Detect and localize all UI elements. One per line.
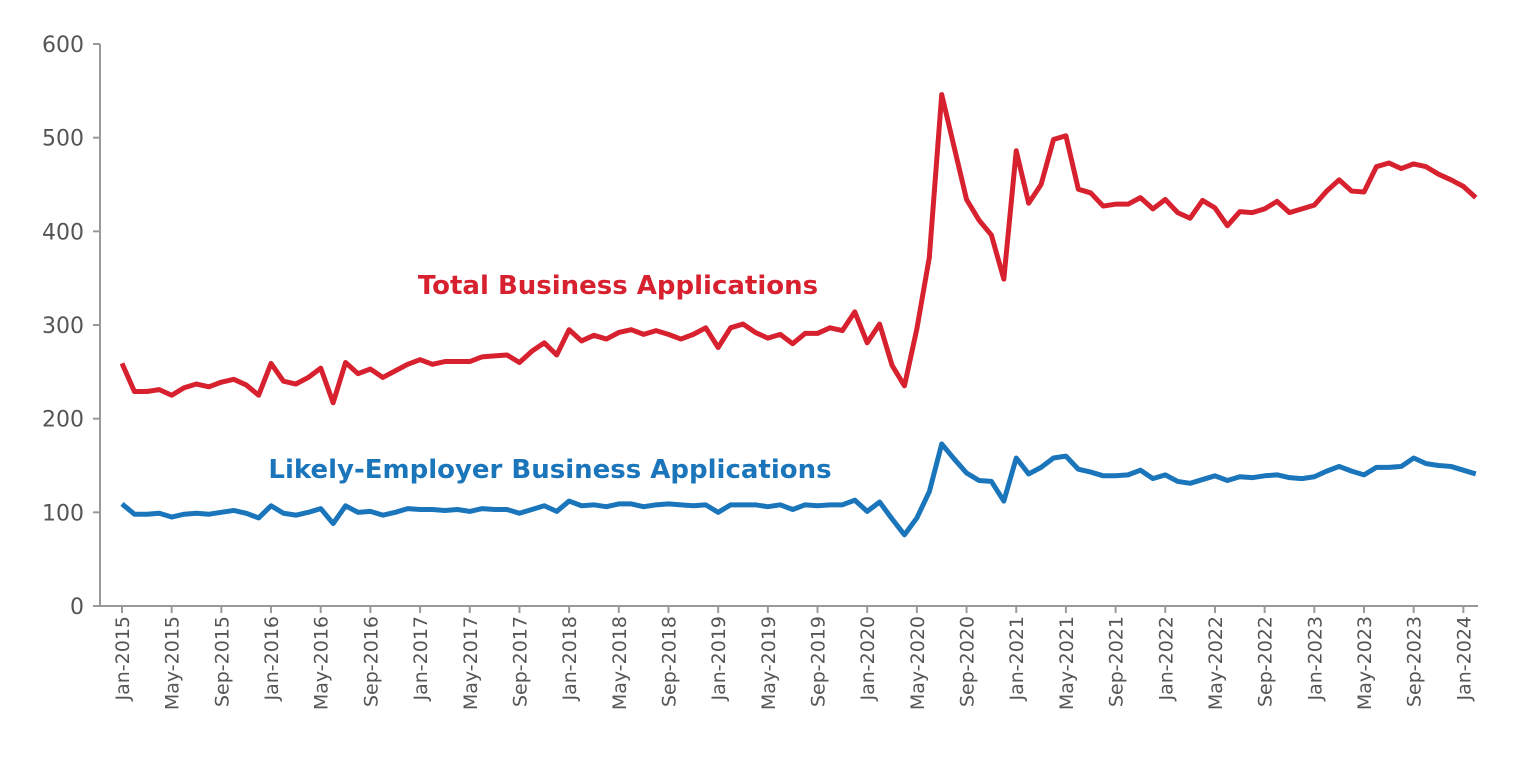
x-tick-label: Sep-2015 xyxy=(211,616,233,707)
x-tick-label: Jan-2022 xyxy=(1155,616,1177,702)
y-tick-label: 0 xyxy=(70,595,84,620)
x-tick-label: Jan-2017 xyxy=(410,616,432,702)
x-tick-label: Sep-2023 xyxy=(1404,616,1426,707)
series-label: Likely-Employer Business Applications xyxy=(268,455,831,485)
x-tick-label: Jan-2020 xyxy=(857,616,879,702)
series-line xyxy=(120,441,1477,538)
x-tick-label: Jan-2018 xyxy=(559,616,581,702)
x-tick-label: Sep-2018 xyxy=(658,616,680,707)
x-tick-label: May-2022 xyxy=(1205,616,1227,710)
x-tick-label: May-2023 xyxy=(1354,616,1376,710)
x-tick-label: May-2015 xyxy=(162,616,184,710)
x-tick-label: May-2020 xyxy=(907,616,929,710)
x-tick-label: May-2018 xyxy=(609,616,631,710)
x-tick-label: May-2019 xyxy=(758,616,780,710)
x-tick-label: May-2021 xyxy=(1056,616,1078,710)
y-tick-label: 600 xyxy=(42,33,84,58)
y-tick-label: 100 xyxy=(42,501,84,526)
x-tick-label: Sep-2021 xyxy=(1106,616,1128,707)
y-tick-label: 500 xyxy=(42,127,84,152)
x-tick-label: Sep-2019 xyxy=(808,616,830,707)
x-tick-label: Jan-2023 xyxy=(1304,616,1326,702)
x-tick-label: Jan-2016 xyxy=(261,616,283,702)
x-tick-label: May-2017 xyxy=(460,616,482,710)
y-tick-label: 300 xyxy=(42,314,84,339)
y-tick-label: 400 xyxy=(42,220,84,245)
x-tick-label: Sep-2020 xyxy=(957,616,979,707)
x-tick-label: Sep-2017 xyxy=(509,616,531,707)
x-tick-label: Jan-2021 xyxy=(1006,616,1028,702)
x-tick-label: Sep-2016 xyxy=(360,616,382,707)
x-tick-label: Jan-2019 xyxy=(708,616,730,702)
x-tick-label: Jan-2015 xyxy=(112,616,134,702)
x-tick-label: Jan-2024 xyxy=(1453,616,1475,702)
x-tick-label: May-2016 xyxy=(311,616,333,710)
y-tick-label: 200 xyxy=(42,408,84,433)
series-label: Total Business Applications xyxy=(418,271,818,301)
x-tick-label: Sep-2022 xyxy=(1255,616,1277,707)
series-line xyxy=(119,92,1478,406)
